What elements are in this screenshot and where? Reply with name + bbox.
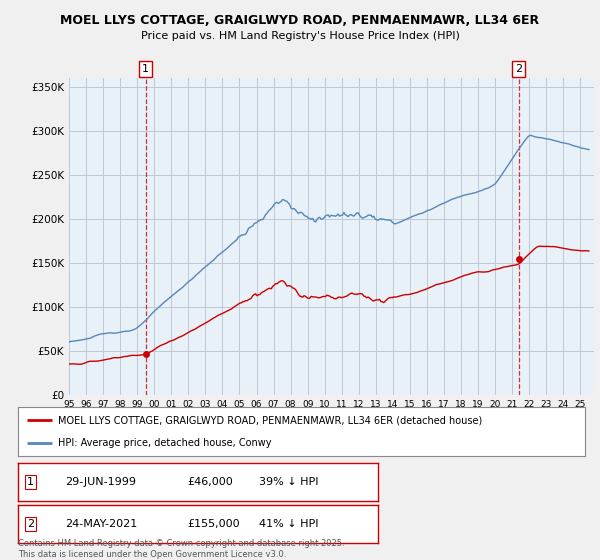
Text: 29-JUN-1999: 29-JUN-1999 xyxy=(65,477,136,487)
Text: 2: 2 xyxy=(515,64,522,74)
Text: Contains HM Land Registry data © Crown copyright and database right 2025.
This d: Contains HM Land Registry data © Crown c… xyxy=(18,539,344,559)
Text: £155,000: £155,000 xyxy=(187,519,240,529)
Text: 41% ↓ HPI: 41% ↓ HPI xyxy=(259,519,319,529)
Text: £46,000: £46,000 xyxy=(187,477,233,487)
Text: MOEL LLYS COTTAGE, GRAIGLWYD ROAD, PENMAENMAWR, LL34 6ER (detached house): MOEL LLYS COTTAGE, GRAIGLWYD ROAD, PENMA… xyxy=(58,416,482,426)
Text: 39% ↓ HPI: 39% ↓ HPI xyxy=(259,477,319,487)
Text: Price paid vs. HM Land Registry's House Price Index (HPI): Price paid vs. HM Land Registry's House … xyxy=(140,31,460,41)
Text: HPI: Average price, detached house, Conwy: HPI: Average price, detached house, Conw… xyxy=(58,438,271,448)
Text: 2: 2 xyxy=(27,519,34,529)
Text: 1: 1 xyxy=(142,64,149,74)
Text: 24-MAY-2021: 24-MAY-2021 xyxy=(65,519,137,529)
Text: 1: 1 xyxy=(27,477,34,487)
Text: MOEL LLYS COTTAGE, GRAIGLWYD ROAD, PENMAENMAWR, LL34 6ER: MOEL LLYS COTTAGE, GRAIGLWYD ROAD, PENMA… xyxy=(61,14,539,27)
